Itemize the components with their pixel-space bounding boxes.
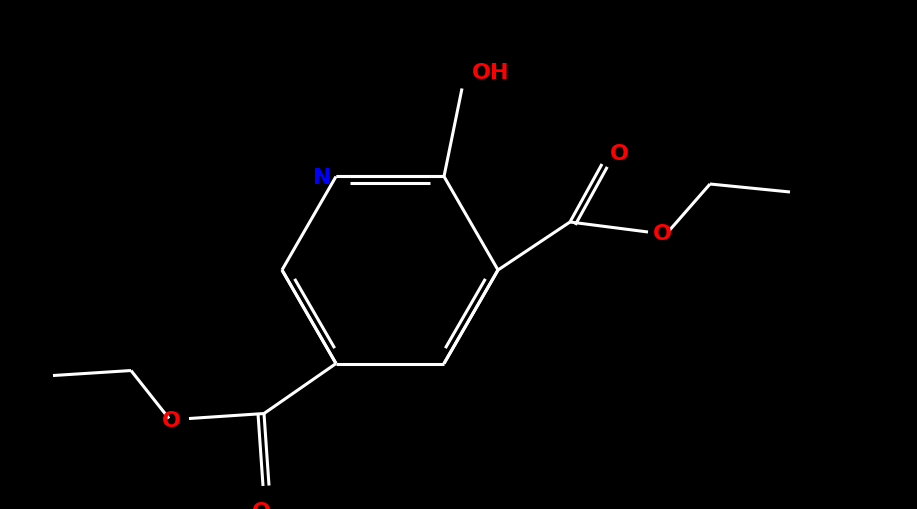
Text: OH: OH [472,64,510,83]
Text: O: O [251,501,271,509]
Text: N: N [313,168,331,188]
Text: O: O [653,224,672,244]
Text: O: O [610,144,629,164]
Text: O: O [161,411,181,431]
